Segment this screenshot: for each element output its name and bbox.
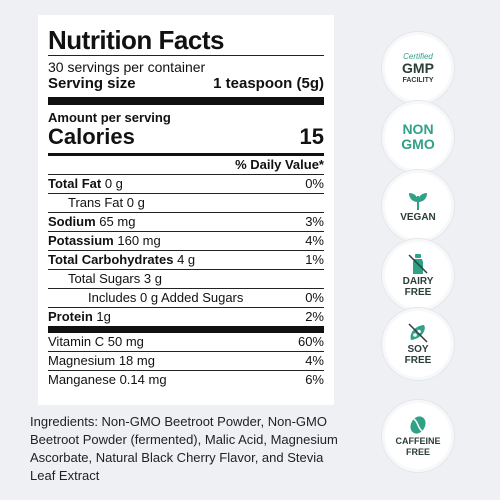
amount-per-serving: Amount per serving [48,110,171,125]
nutrient-dv: 2% [305,309,324,324]
leaf-icon [409,192,427,210]
calories-value: 15 [299,124,324,149]
nutrient-name: Vitamin C [48,334,105,349]
nutrient-row-added-sugars: Includes 0 g Added Sugars 0% [48,288,324,307]
nutrient-amount: 3 g [143,271,162,286]
non-gmo-badge: NON GMO [382,101,454,173]
divider-medium [48,153,324,156]
nutrient-name: Total Fat [48,176,102,191]
nutrient-row-protein: Protein 1g 2% [48,307,324,326]
caffeine-free-badge: CAFFEINE FREE [382,400,454,472]
nutrient-row-total-fat: Total Fat 0 g 0% [48,174,324,193]
nutrient-amount: 0 g [104,176,123,191]
calories-row: Calories 15 [48,125,324,149]
badge-dairy-free: FREE [404,287,432,298]
nutrient-amount: 65 mg [99,214,136,229]
nutrient-row-total-sugars: Total Sugars 3 g [48,269,324,288]
nutrient-dv: 6% [305,372,324,387]
badge-gmp: GMP [402,59,434,76]
nutrient-dv: 3% [305,214,324,229]
divider [48,55,324,56]
nutrient-amount: 4 g [177,252,196,267]
nutrient-name: Protein [48,309,93,324]
nutrient-row-manganese: Manganese 0.14 mg 6% [48,370,324,389]
badge-soy-free: FREE [404,355,432,366]
badge-soy: SOY [407,344,429,355]
nutrient-row-potassium: Potassium 160 mg 4% [48,231,324,250]
soy-free-badge: SOY FREE [382,308,454,380]
daily-value-header: % Daily Value* [235,157,324,172]
nutrient-row-trans-fat: Trans Fat 0 g [48,193,324,212]
ingredients-text: Ingredients: Non-GMO Beetroot Powder, No… [30,414,338,483]
badge-facility: FACILITY [402,76,434,84]
badge-certified: Certified [403,51,433,61]
nutrient-dv: 4% [305,233,324,248]
badge-non: NON [402,121,434,137]
nutrition-facts-panel: Nutrition Facts 30 servings per containe… [38,15,334,405]
badge-caffeine: CAFFEINE [395,436,441,446]
badge-dairy: DAIRY [402,276,434,287]
nutrient-name: Includes 0 g Added Sugars [88,290,244,305]
nutrient-amount: 50 mg [107,334,144,349]
nutrient-amount: 1g [96,309,111,324]
nutrient-dv: 60% [297,334,324,349]
divider-thick [48,97,324,105]
serving-size-value: 1 teaspoon (5g) [213,75,324,92]
nutrient-name: Potassium [48,233,114,248]
calories-label: Calories [48,124,135,149]
nutrient-dv: 1% [305,252,324,267]
milk-bottle-icon [408,254,428,274]
divider-thick [48,326,324,333]
nutrition-facts-title: Nutrition Facts [48,25,224,55]
nutrient-dv: 0% [305,176,324,191]
serving-size-label: Serving size [48,75,136,92]
nutrient-name: Total Carbohydrates [48,252,174,267]
serving-size-row: Serving size 1 teaspoon (5g) [48,75,324,93]
nutrient-name: Magnesium [48,353,116,368]
nutrient-dv: 0% [305,290,324,305]
badge-caffeine-free: FREE [405,447,430,457]
servings-per-container: 30 servings per container [48,59,206,75]
coffee-bean-icon [410,416,426,434]
gmp-facility-badge: Certified GMP FACILITY [382,32,454,104]
nutrient-dv: 4% [305,353,324,368]
nutrient-amount: 0 g [126,195,145,210]
nutrient-name: Total Sugars [68,271,141,286]
dairy-free-badge: DAIRY FREE [382,239,454,311]
nutrient-row-vitamin-c: Vitamin C 50 mg 60% [48,333,324,351]
nutrient-name: Trans Fat [68,195,124,210]
badge-vegan: VEGAN [400,211,436,223]
nutrient-name: Sodium [48,214,96,229]
nutrient-row-magnesium: Magnesium 18 mg 4% [48,351,324,370]
vegan-badge: VEGAN [382,170,454,242]
nutrient-row-total-carbohydrates: Total Carbohydrates 4 g 1% [48,250,324,269]
nutrient-amount: 0.14 mg [119,372,167,387]
nutrient-amount: 160 mg [117,233,161,248]
badge-gmo: GMO [401,136,435,152]
nutrient-amount: 18 mg [118,353,155,368]
nutrient-row-sodium: Sodium 65 mg 3% [48,212,324,231]
soybean-icon [408,323,428,343]
nutrient-name: Manganese [48,372,116,387]
